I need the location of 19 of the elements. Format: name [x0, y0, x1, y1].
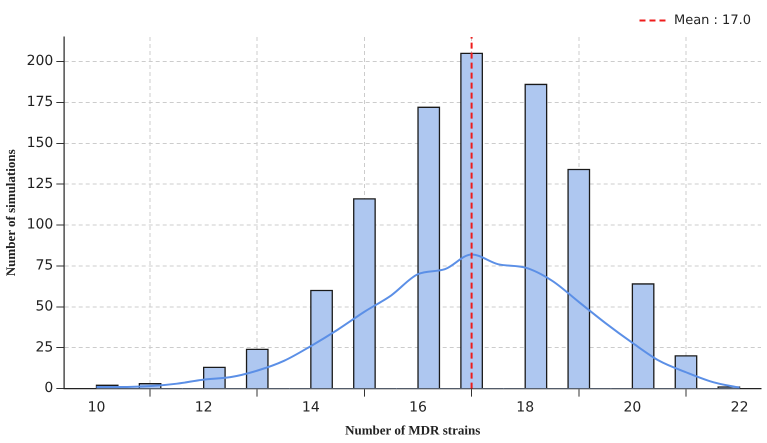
y-tick-label: 175: [26, 94, 54, 110]
y-tick-label: 75: [35, 258, 54, 274]
y-tick-label: 125: [26, 176, 54, 192]
y-axis-title: Number of simulations: [3, 149, 18, 276]
x-tick-label: 10: [88, 400, 106, 416]
x-axis-title: Number of MDR strains: [345, 422, 480, 438]
y-tick-label: 50: [35, 298, 54, 314]
y-tick-label: 25: [35, 339, 54, 356]
y-tick-label: 200: [26, 53, 54, 70]
x-tick-label: 22: [730, 400, 748, 416]
x-tick-label: 18: [516, 400, 534, 416]
y-tick-label: 150: [26, 134, 54, 151]
y-tick-label: 100: [26, 216, 54, 233]
x-tick-label: 12: [194, 400, 213, 416]
x-tick-label: 16: [409, 400, 428, 416]
y-tick-label: 0: [44, 380, 54, 396]
legend-label: Mean : 17.0: [674, 12, 752, 28]
x-tick-label: 20: [623, 400, 642, 416]
x-tick-label: 14: [302, 400, 320, 416]
